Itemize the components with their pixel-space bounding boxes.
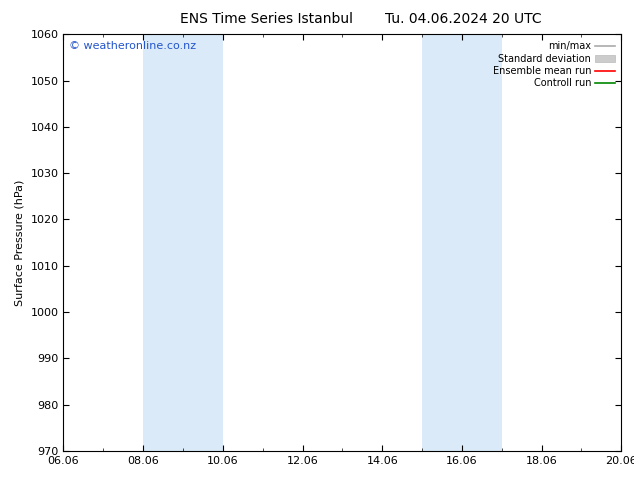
Bar [143, 34, 223, 451]
Text: Tu. 04.06.2024 20 UTC: Tu. 04.06.2024 20 UTC [384, 12, 541, 26]
Legend: min/max, Standard deviation, Ensemble mean run, Controll run: min/max, Standard deviation, Ensemble me… [491, 39, 616, 90]
Bar [422, 34, 501, 451]
Text: © weatheronline.co.nz: © weatheronline.co.nz [69, 41, 196, 50]
Text: ENS Time Series Istanbul: ENS Time Series Istanbul [180, 12, 353, 26]
Y-axis label: Surface Pressure (hPa): Surface Pressure (hPa) [15, 179, 25, 306]
